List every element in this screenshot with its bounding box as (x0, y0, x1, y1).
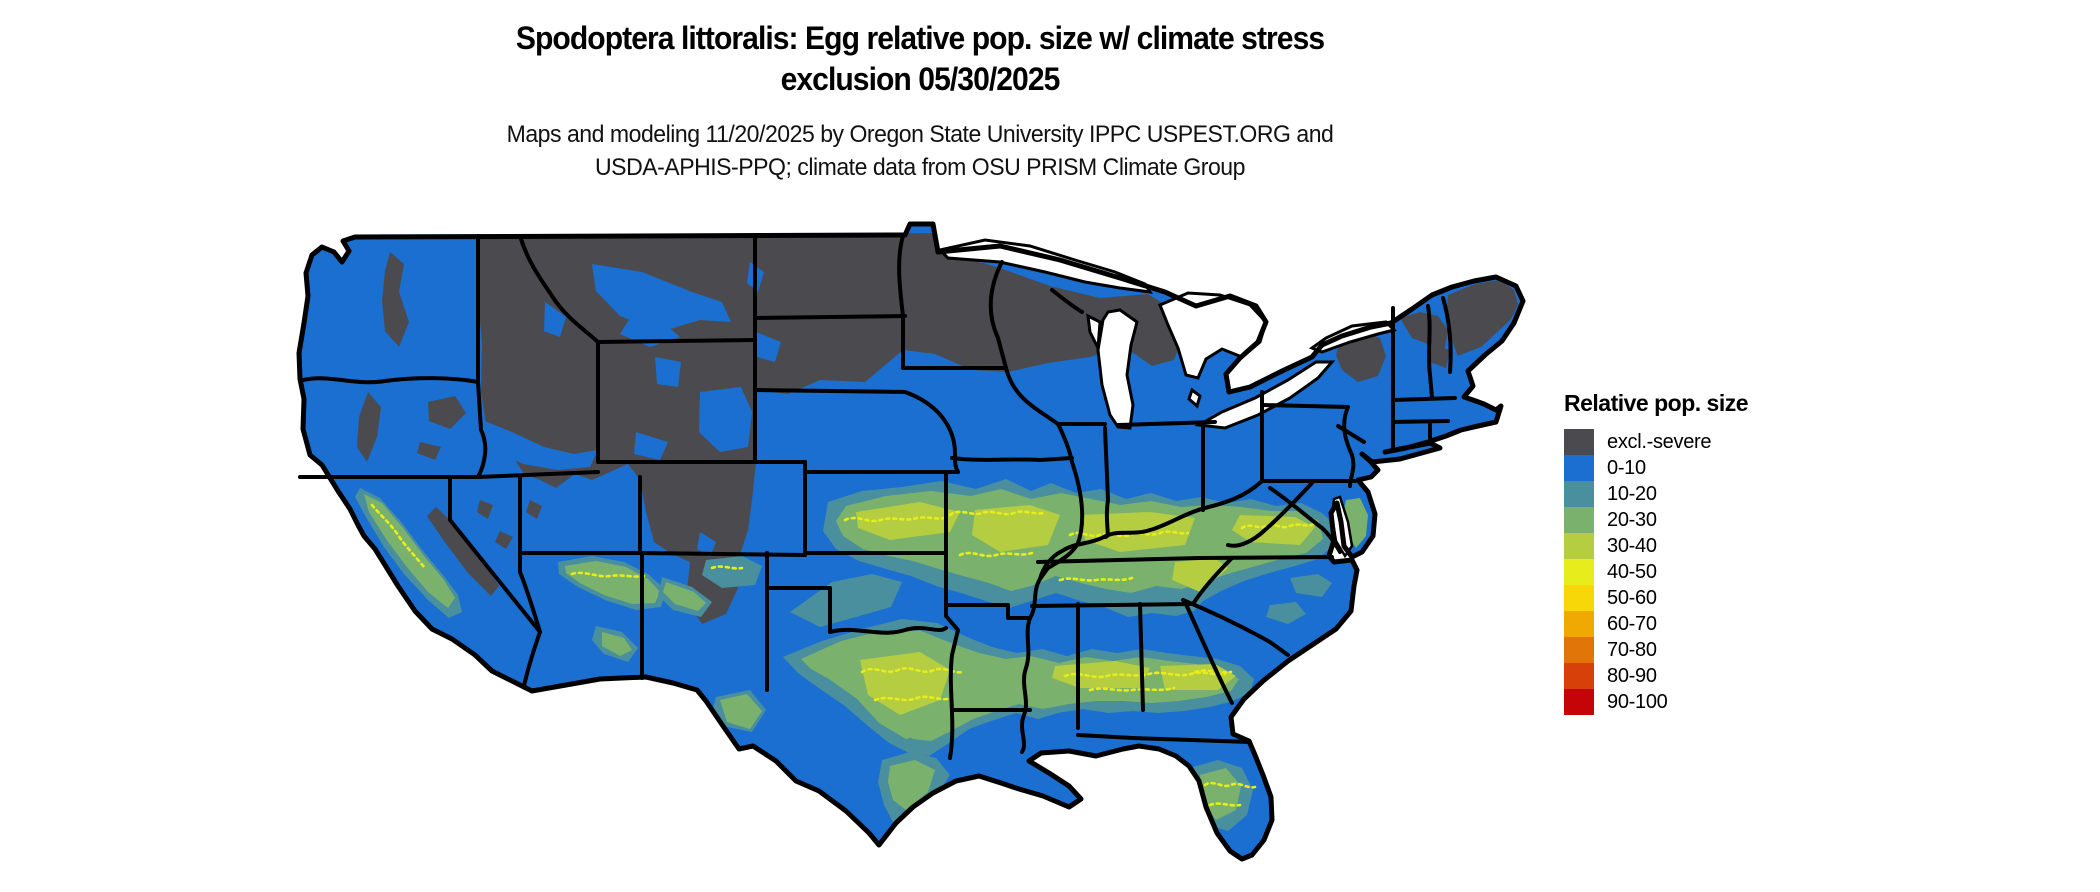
legend-item-60-70: 60-70 (1564, 611, 1748, 637)
legend-item-70-80: 70-80 (1564, 637, 1748, 663)
legend-swatch (1564, 533, 1594, 559)
lake-michigan (1096, 308, 1139, 430)
legend-item-20-30: 20-30 (1564, 507, 1748, 533)
legend-item-90-100: 90-100 (1564, 689, 1748, 715)
map-subtitle-line1: Maps and modeling 11/20/2025 by Oregon S… (506, 121, 1334, 148)
legend: Relative pop. size excl.-severe 0-10 10-20… (1564, 390, 1749, 715)
legend-item-50-60: 50-60 (1564, 585, 1748, 611)
legend-label: 60-70 (1607, 612, 1657, 635)
legend-item-30-40: 30-40 (1564, 533, 1748, 559)
legend-swatch (1564, 637, 1594, 663)
map-subtitle: Maps and modeling 11/20/2025 by Oregon S… (300, 118, 1540, 184)
legend-label: 40-50 (1607, 560, 1657, 583)
map-title-line2: exclusion 05/30/2025 (780, 61, 1061, 97)
green-bay (1086, 313, 1102, 354)
legend-label: excl.-severe (1607, 430, 1712, 453)
conus-outline (296, 221, 1526, 862)
legend-swatch (1564, 611, 1594, 637)
map-subtitle-line2: USDA-APHIS-PPQ; climate data from OSU PR… (595, 154, 1245, 181)
legend-swatch (1564, 559, 1594, 585)
legend-item-80-90: 80-90 (1564, 663, 1748, 689)
legend-swatch (1564, 663, 1594, 689)
legend-item-0-10: 0-10 (1564, 455, 1748, 481)
yellow-speckle-overlay (370, 503, 1316, 807)
state-borders (298, 234, 1457, 760)
legend-label: 20-30 (1607, 508, 1657, 531)
legend-label: 0-10 (1607, 456, 1646, 479)
legend-label: 10-20 (1607, 482, 1657, 505)
legend-swatch (1564, 689, 1594, 715)
lake-st-clair (1187, 387, 1202, 409)
legend-items: excl.-severe 0-10 10-20 20-30 30-40 40-50 50-6… (1564, 429, 1748, 715)
legend-swatch (1564, 429, 1594, 455)
lake-erie (1194, 360, 1336, 430)
legend-label: 90-100 (1607, 690, 1668, 713)
map-title-line1: Spodoptera littoralis: Egg relative pop.… (515, 20, 1325, 56)
legend-title: Relative pop. size (1564, 390, 1749, 416)
legend-item-excl-severe: excl.-severe (1564, 429, 1748, 455)
legend-label: 80-90 (1607, 664, 1657, 687)
legend-item-40-50: 40-50 (1564, 559, 1748, 585)
legend-swatch (1564, 455, 1594, 481)
legend-label: 30-40 (1607, 534, 1657, 557)
legend-swatch (1564, 507, 1594, 533)
header: Spodoptera littoralis: Egg relative pop.… (300, 18, 1540, 184)
legend-label: 70-80 (1607, 638, 1657, 661)
legend-label: 50-60 (1607, 586, 1657, 609)
legend-item-10-20: 10-20 (1564, 481, 1748, 507)
legend-swatch (1564, 585, 1594, 611)
legend-swatch (1564, 481, 1594, 507)
